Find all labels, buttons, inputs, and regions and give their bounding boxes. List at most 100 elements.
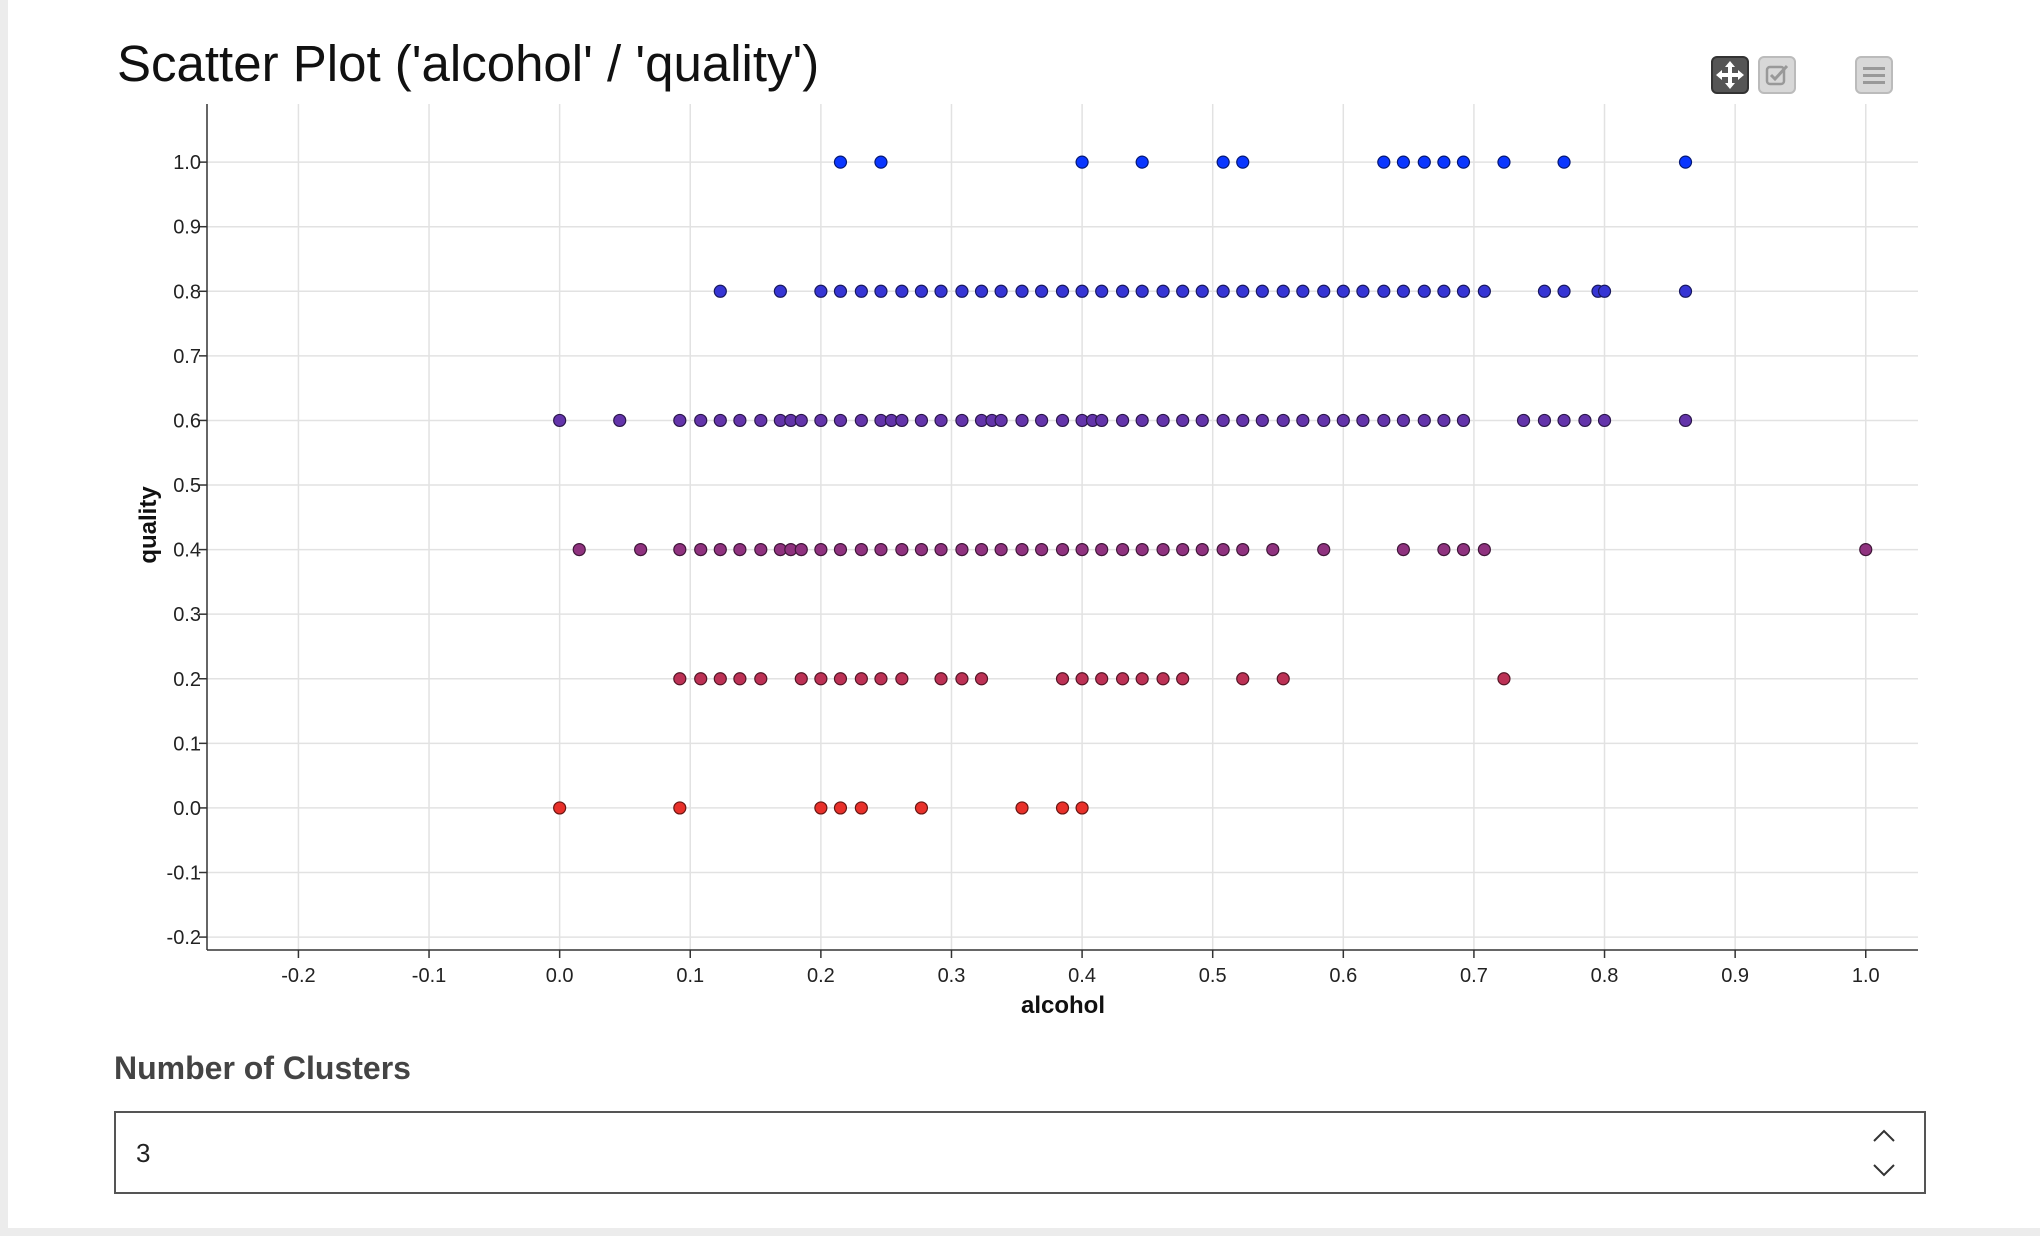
data-point[interactable] <box>1115 284 1130 298</box>
data-point[interactable] <box>895 413 909 428</box>
data-point[interactable] <box>1035 543 1049 557</box>
data-point[interactable] <box>833 413 848 428</box>
data-point[interactable] <box>1456 155 1471 169</box>
data-point[interactable] <box>1396 155 1410 169</box>
data-point[interactable] <box>934 543 948 557</box>
data-point[interactable] <box>1296 284 1310 298</box>
data-point[interactable] <box>1035 413 1049 428</box>
data-point[interactable] <box>1317 543 1331 557</box>
data-point[interactable] <box>733 413 747 428</box>
data-point[interactable] <box>895 543 909 557</box>
chevron-up-icon[interactable] <box>1870 1125 1898 1147</box>
data-point[interactable] <box>1135 543 1149 557</box>
data-point[interactable] <box>1497 672 1511 686</box>
data-point[interactable] <box>914 801 929 815</box>
data-point[interactable] <box>613 413 627 428</box>
data-point[interactable] <box>1115 543 1130 557</box>
data-point[interactable] <box>1176 284 1190 298</box>
data-point[interactable] <box>1236 155 1250 169</box>
data-point[interactable] <box>1115 413 1130 428</box>
data-points[interactable] <box>553 155 1873 815</box>
data-point[interactable] <box>814 801 828 815</box>
data-point[interactable] <box>1095 284 1109 298</box>
data-point[interactable] <box>994 284 1008 298</box>
data-point[interactable] <box>794 672 808 686</box>
data-point[interactable] <box>1015 801 1029 815</box>
data-point[interactable] <box>914 413 929 428</box>
data-point[interactable] <box>854 413 868 428</box>
clusters-value[interactable]: 3 <box>136 1138 151 1168</box>
data-point[interactable] <box>1537 284 1552 298</box>
data-point[interactable] <box>974 543 989 557</box>
data-point[interactable] <box>1417 284 1431 298</box>
select-button[interactable] <box>1758 56 1796 94</box>
data-point[interactable] <box>1216 155 1230 169</box>
data-point[interactable] <box>895 284 909 298</box>
data-point[interactable] <box>713 284 727 298</box>
pan-button[interactable] <box>1711 56 1749 94</box>
data-point[interactable] <box>794 413 808 428</box>
data-point[interactable] <box>1015 543 1029 557</box>
data-point[interactable] <box>1678 284 1693 298</box>
data-point[interactable] <box>794 543 808 557</box>
data-point[interactable] <box>914 284 929 298</box>
data-point[interactable] <box>854 543 868 557</box>
data-point[interactable] <box>694 543 708 557</box>
data-point[interactable] <box>833 155 848 169</box>
data-point[interactable] <box>1597 413 1612 428</box>
data-point[interactable] <box>1456 543 1471 557</box>
data-point[interactable] <box>1377 155 1391 169</box>
data-point[interactable] <box>1557 413 1571 428</box>
data-point[interactable] <box>634 543 648 557</box>
data-point[interactable] <box>1477 284 1491 298</box>
data-point[interactable] <box>934 413 948 428</box>
data-point[interactable] <box>553 801 567 815</box>
data-point[interactable] <box>694 672 708 686</box>
data-point[interactable] <box>713 543 727 557</box>
data-point[interactable] <box>673 672 687 686</box>
data-point[interactable] <box>1557 284 1571 298</box>
data-point[interactable] <box>1296 413 1310 428</box>
data-point[interactable] <box>1195 413 1209 428</box>
data-point[interactable] <box>1135 672 1149 686</box>
data-point[interactable] <box>833 543 848 557</box>
data-point[interactable] <box>1195 284 1209 298</box>
data-point[interactable] <box>934 284 948 298</box>
data-point[interactable] <box>733 543 747 557</box>
data-point[interactable] <box>814 543 828 557</box>
data-point[interactable] <box>1266 543 1280 557</box>
data-point[interactable] <box>1035 284 1049 298</box>
data-point[interactable] <box>1075 672 1089 686</box>
data-point[interactable] <box>1176 543 1190 557</box>
menu-button[interactable] <box>1855 56 1893 94</box>
data-point[interactable] <box>1377 284 1391 298</box>
data-point[interactable] <box>1678 155 1693 169</box>
data-point[interactable] <box>1055 801 1070 815</box>
data-point[interactable] <box>814 284 828 298</box>
data-point[interactable] <box>1276 284 1290 298</box>
data-point[interactable] <box>713 413 727 428</box>
data-point[interactable] <box>1216 413 1230 428</box>
data-point[interactable] <box>673 543 687 557</box>
data-point[interactable] <box>1437 155 1451 169</box>
data-point[interactable] <box>1236 543 1250 557</box>
data-point[interactable] <box>934 672 948 686</box>
data-point[interactable] <box>1477 543 1491 557</box>
data-point[interactable] <box>1115 672 1130 686</box>
data-point[interactable] <box>1195 543 1209 557</box>
data-point[interactable] <box>814 413 828 428</box>
data-point[interactable] <box>1377 413 1391 428</box>
data-point[interactable] <box>1095 543 1109 557</box>
data-point[interactable] <box>1456 413 1471 428</box>
data-point[interactable] <box>1015 413 1029 428</box>
data-point[interactable] <box>1437 413 1451 428</box>
data-point[interactable] <box>1396 284 1410 298</box>
data-point[interactable] <box>955 413 969 428</box>
data-point[interactable] <box>572 543 586 557</box>
data-point[interactable] <box>833 284 848 298</box>
data-point[interactable] <box>1255 413 1269 428</box>
data-point[interactable] <box>713 672 727 686</box>
data-point[interactable] <box>1135 284 1149 298</box>
data-point[interactable] <box>673 801 687 815</box>
